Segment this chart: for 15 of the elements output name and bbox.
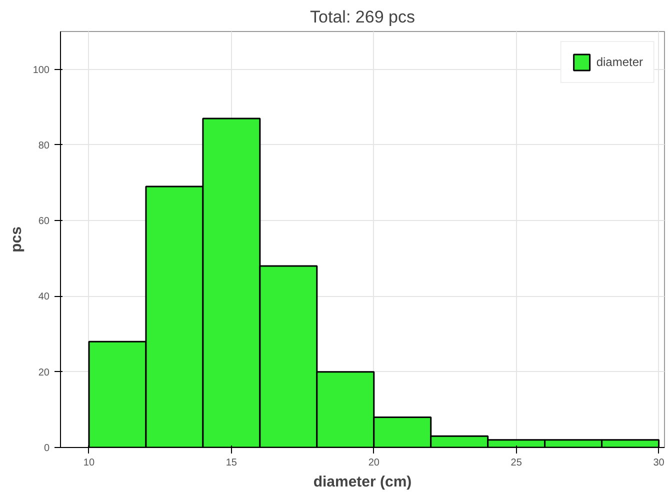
- x-tick-label: 20: [368, 458, 380, 468]
- legend-label: diameter: [596, 55, 643, 69]
- x-tick-label: 30: [653, 458, 665, 468]
- x-tick-label: 25: [510, 458, 522, 468]
- x-tick-label: 10: [83, 458, 95, 468]
- y-tick-label: 60: [38, 216, 50, 228]
- y-tick-label: 40: [38, 292, 50, 303]
- y-tick-label: 20: [38, 367, 50, 378]
- y-tick-label: 80: [38, 140, 50, 152]
- chart-title: Total: 269 pcs: [310, 8, 415, 26]
- y-tick-label: 0: [44, 443, 50, 454]
- y-tick-label: 100: [32, 64, 50, 76]
- y-axis-title: pcs: [8, 226, 25, 252]
- x-tick-label: 15: [226, 458, 238, 468]
- x-axis-title: diameter (cm): [313, 474, 412, 490]
